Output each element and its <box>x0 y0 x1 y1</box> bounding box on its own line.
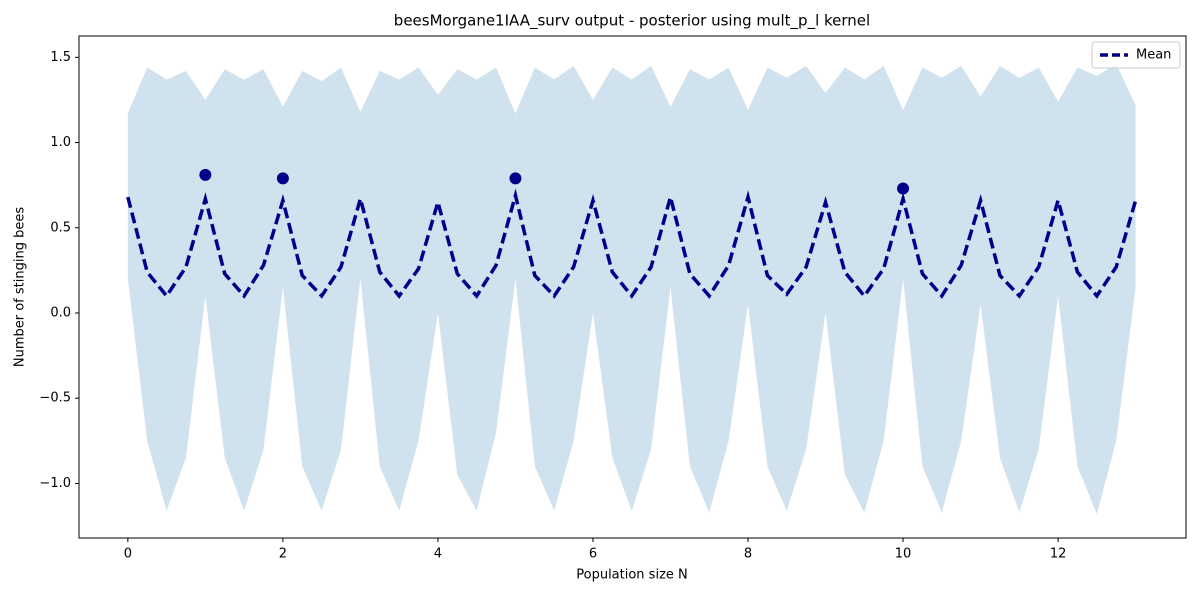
x-axis-label: Population size N <box>576 568 688 583</box>
credible-band <box>127 64 1136 515</box>
mean-line <box>126 188 1138 299</box>
x-tick-label: 8 <box>744 547 752 562</box>
x-tick-label: 10 <box>895 547 912 562</box>
observation-point <box>276 172 289 185</box>
y-tick-label: −0.5 <box>39 391 71 406</box>
x-tick-label: 2 <box>279 547 287 562</box>
plot-frame <box>78 35 1187 539</box>
x-tick-label: 0 <box>124 547 132 562</box>
x-tick-label: 4 <box>434 547 442 562</box>
y-tick-label: 0.0 <box>50 305 71 320</box>
y-tick-label: 1.5 <box>50 50 71 65</box>
legend-box <box>1091 41 1181 69</box>
observation-point <box>897 182 910 195</box>
legend-label: Mean <box>1136 48 1171 63</box>
observation-point <box>509 172 522 185</box>
y-axis-label: Number of stinging bees <box>13 207 28 367</box>
y-tick-label: −1.0 <box>39 476 71 491</box>
y-tick-label: 0.5 <box>50 220 71 235</box>
observation-point <box>199 168 212 181</box>
x-tick-label: 6 <box>589 547 597 562</box>
chart-title: beesMorgane1IAA_surv output - posterior … <box>394 12 870 31</box>
y-tick-label: 1.0 <box>50 135 71 150</box>
x-tick-label: 12 <box>1050 547 1067 562</box>
